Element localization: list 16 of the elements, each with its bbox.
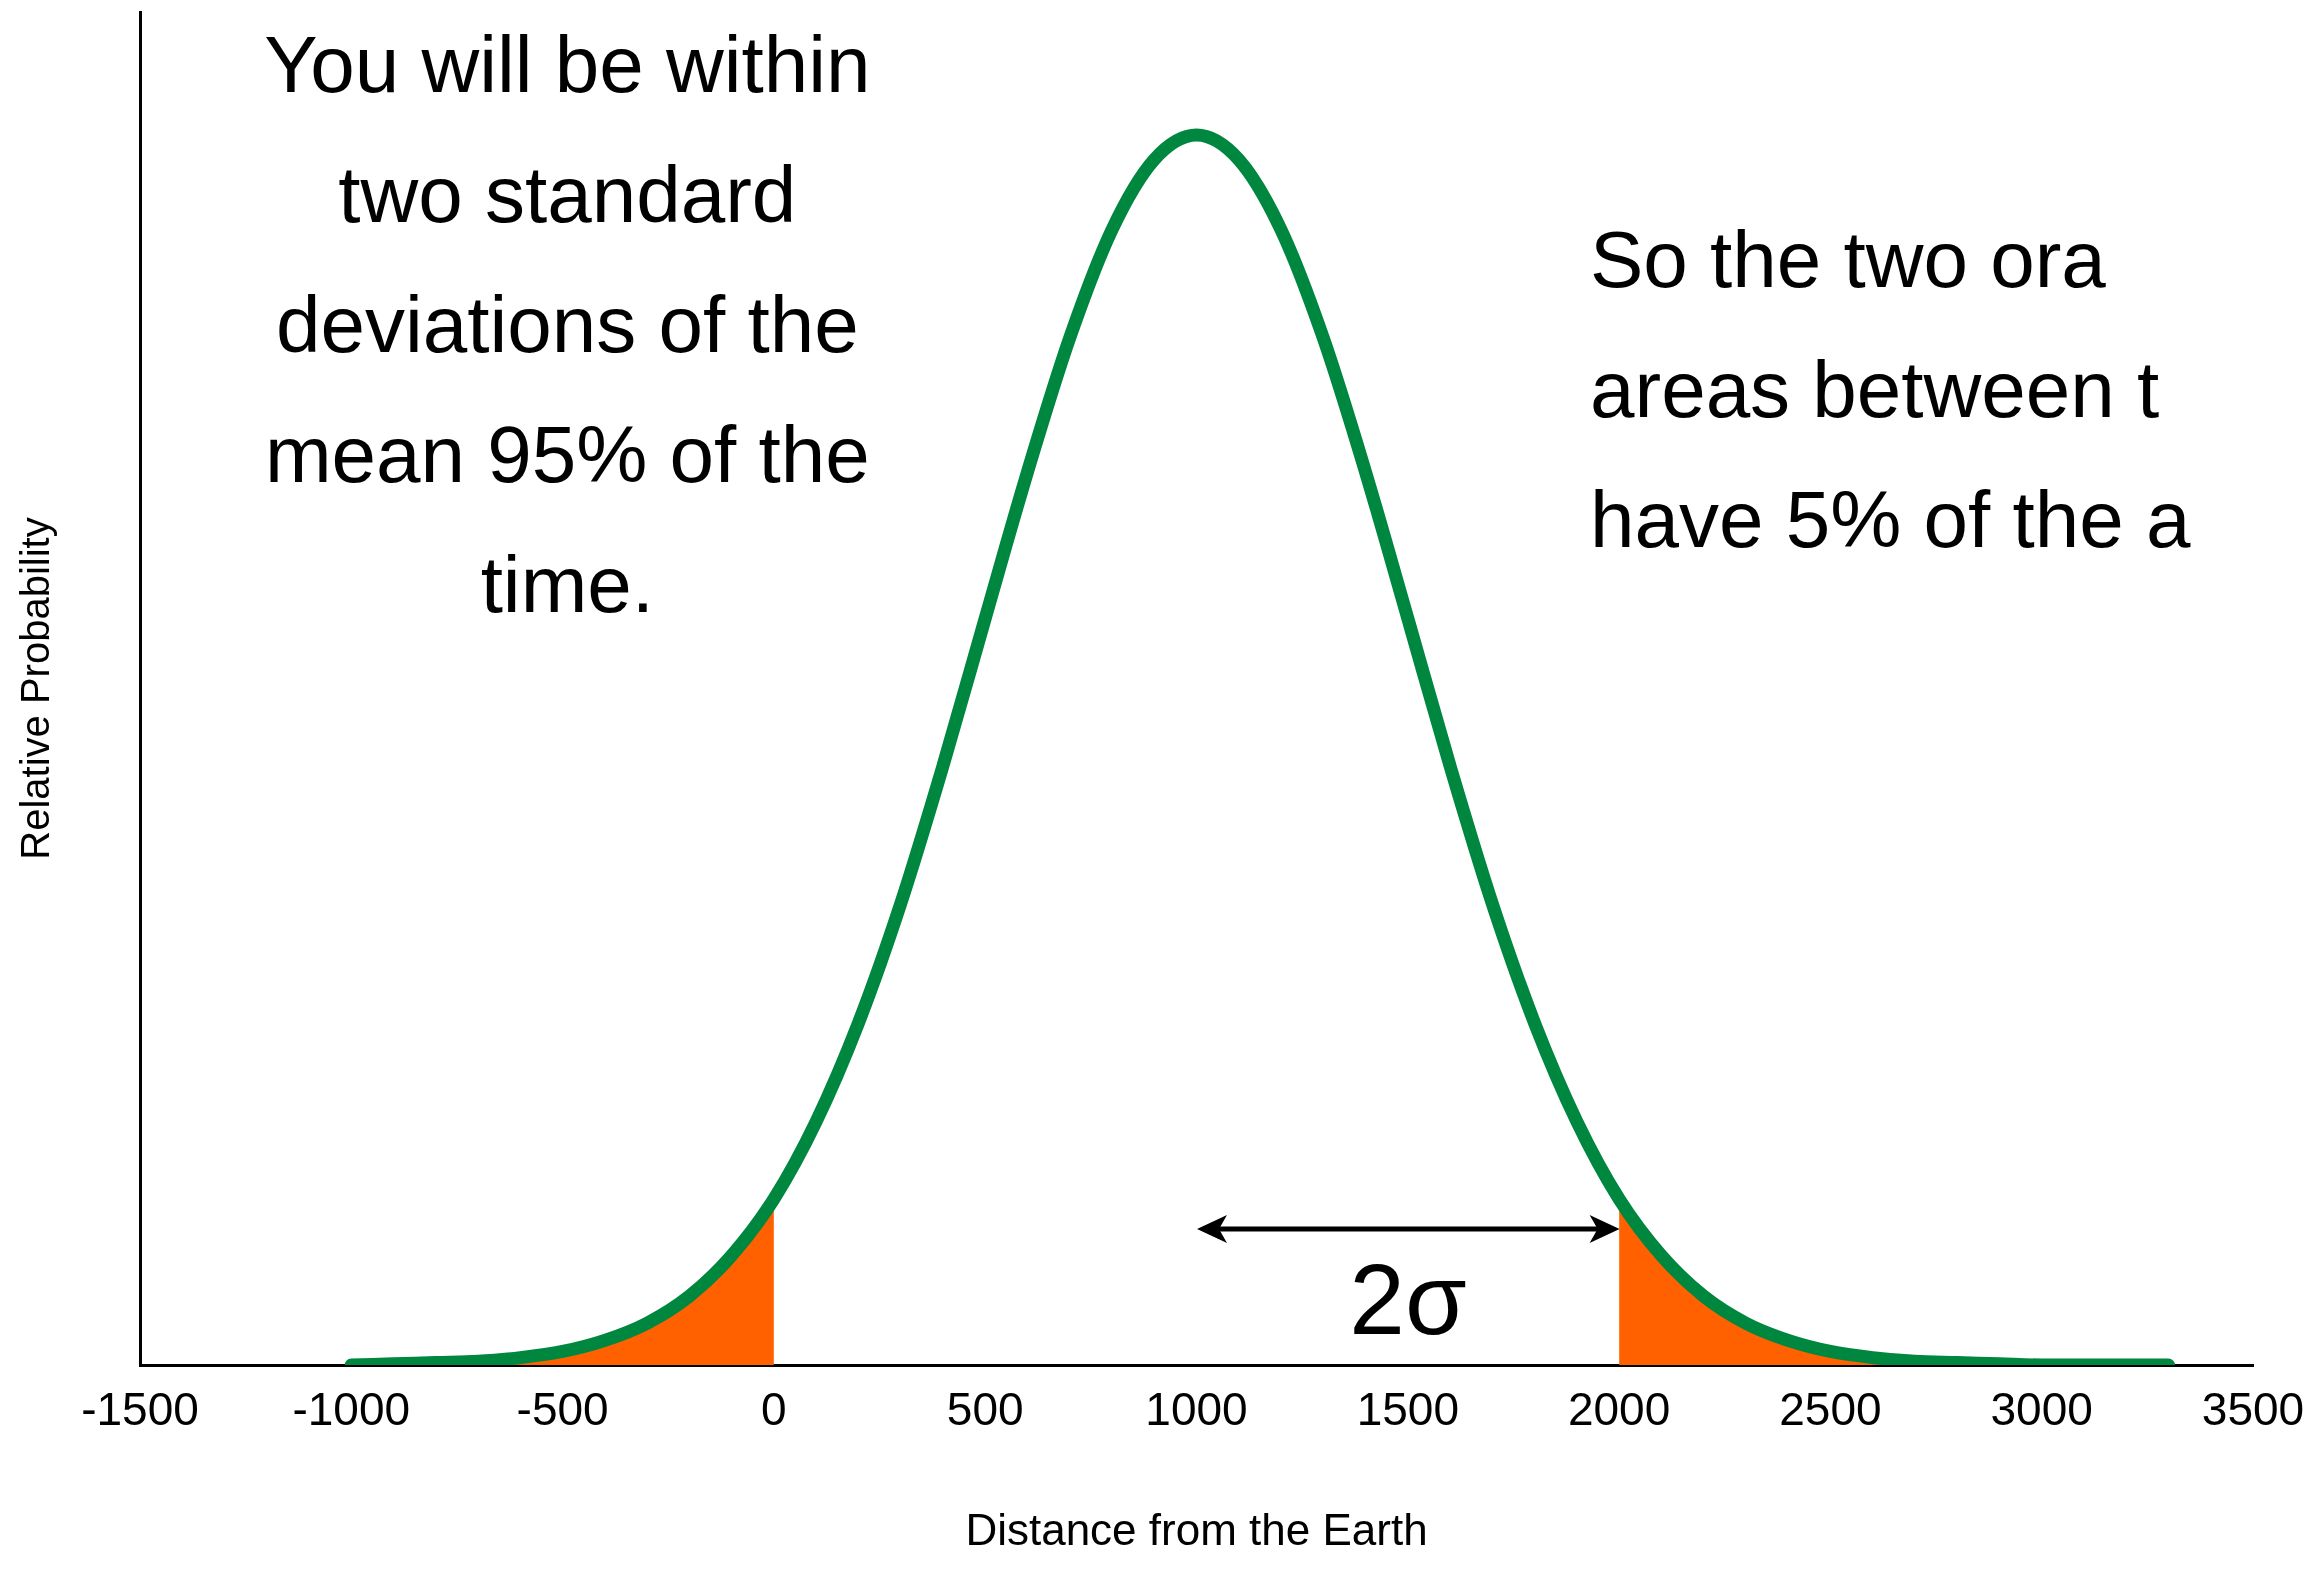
- x-tick-label: 1500: [1356, 1383, 1459, 1436]
- x-tick-label: 2500: [1779, 1383, 1882, 1436]
- x-tick-label: -1500: [81, 1383, 199, 1436]
- annotation: 2σ: [1349, 1242, 1467, 1355]
- x-tick-label: 0: [761, 1383, 787, 1436]
- x-tick-label: 2000: [1567, 1383, 1671, 1436]
- annotation: So the two ora areas between t have 5% of the a: [1590, 214, 2191, 566]
- x-axis-title: Distance from the Earth: [965, 1504, 1428, 1554]
- x-tick-label: 3000: [1990, 1383, 2093, 1436]
- x-tick-label: 3500: [2201, 1383, 2305, 1436]
- x-tick-label: -1000: [292, 1383, 411, 1436]
- x-tick-label: 500: [946, 1383, 1024, 1436]
- x-tick-label: 1000: [1145, 1383, 1248, 1436]
- y-axis-title: Relative Probability: [13, 517, 58, 860]
- x-tick-label: -500: [516, 1383, 609, 1436]
- annotation: You will be within two standard deviations of the mean 95% of the time.: [263, 19, 872, 631]
